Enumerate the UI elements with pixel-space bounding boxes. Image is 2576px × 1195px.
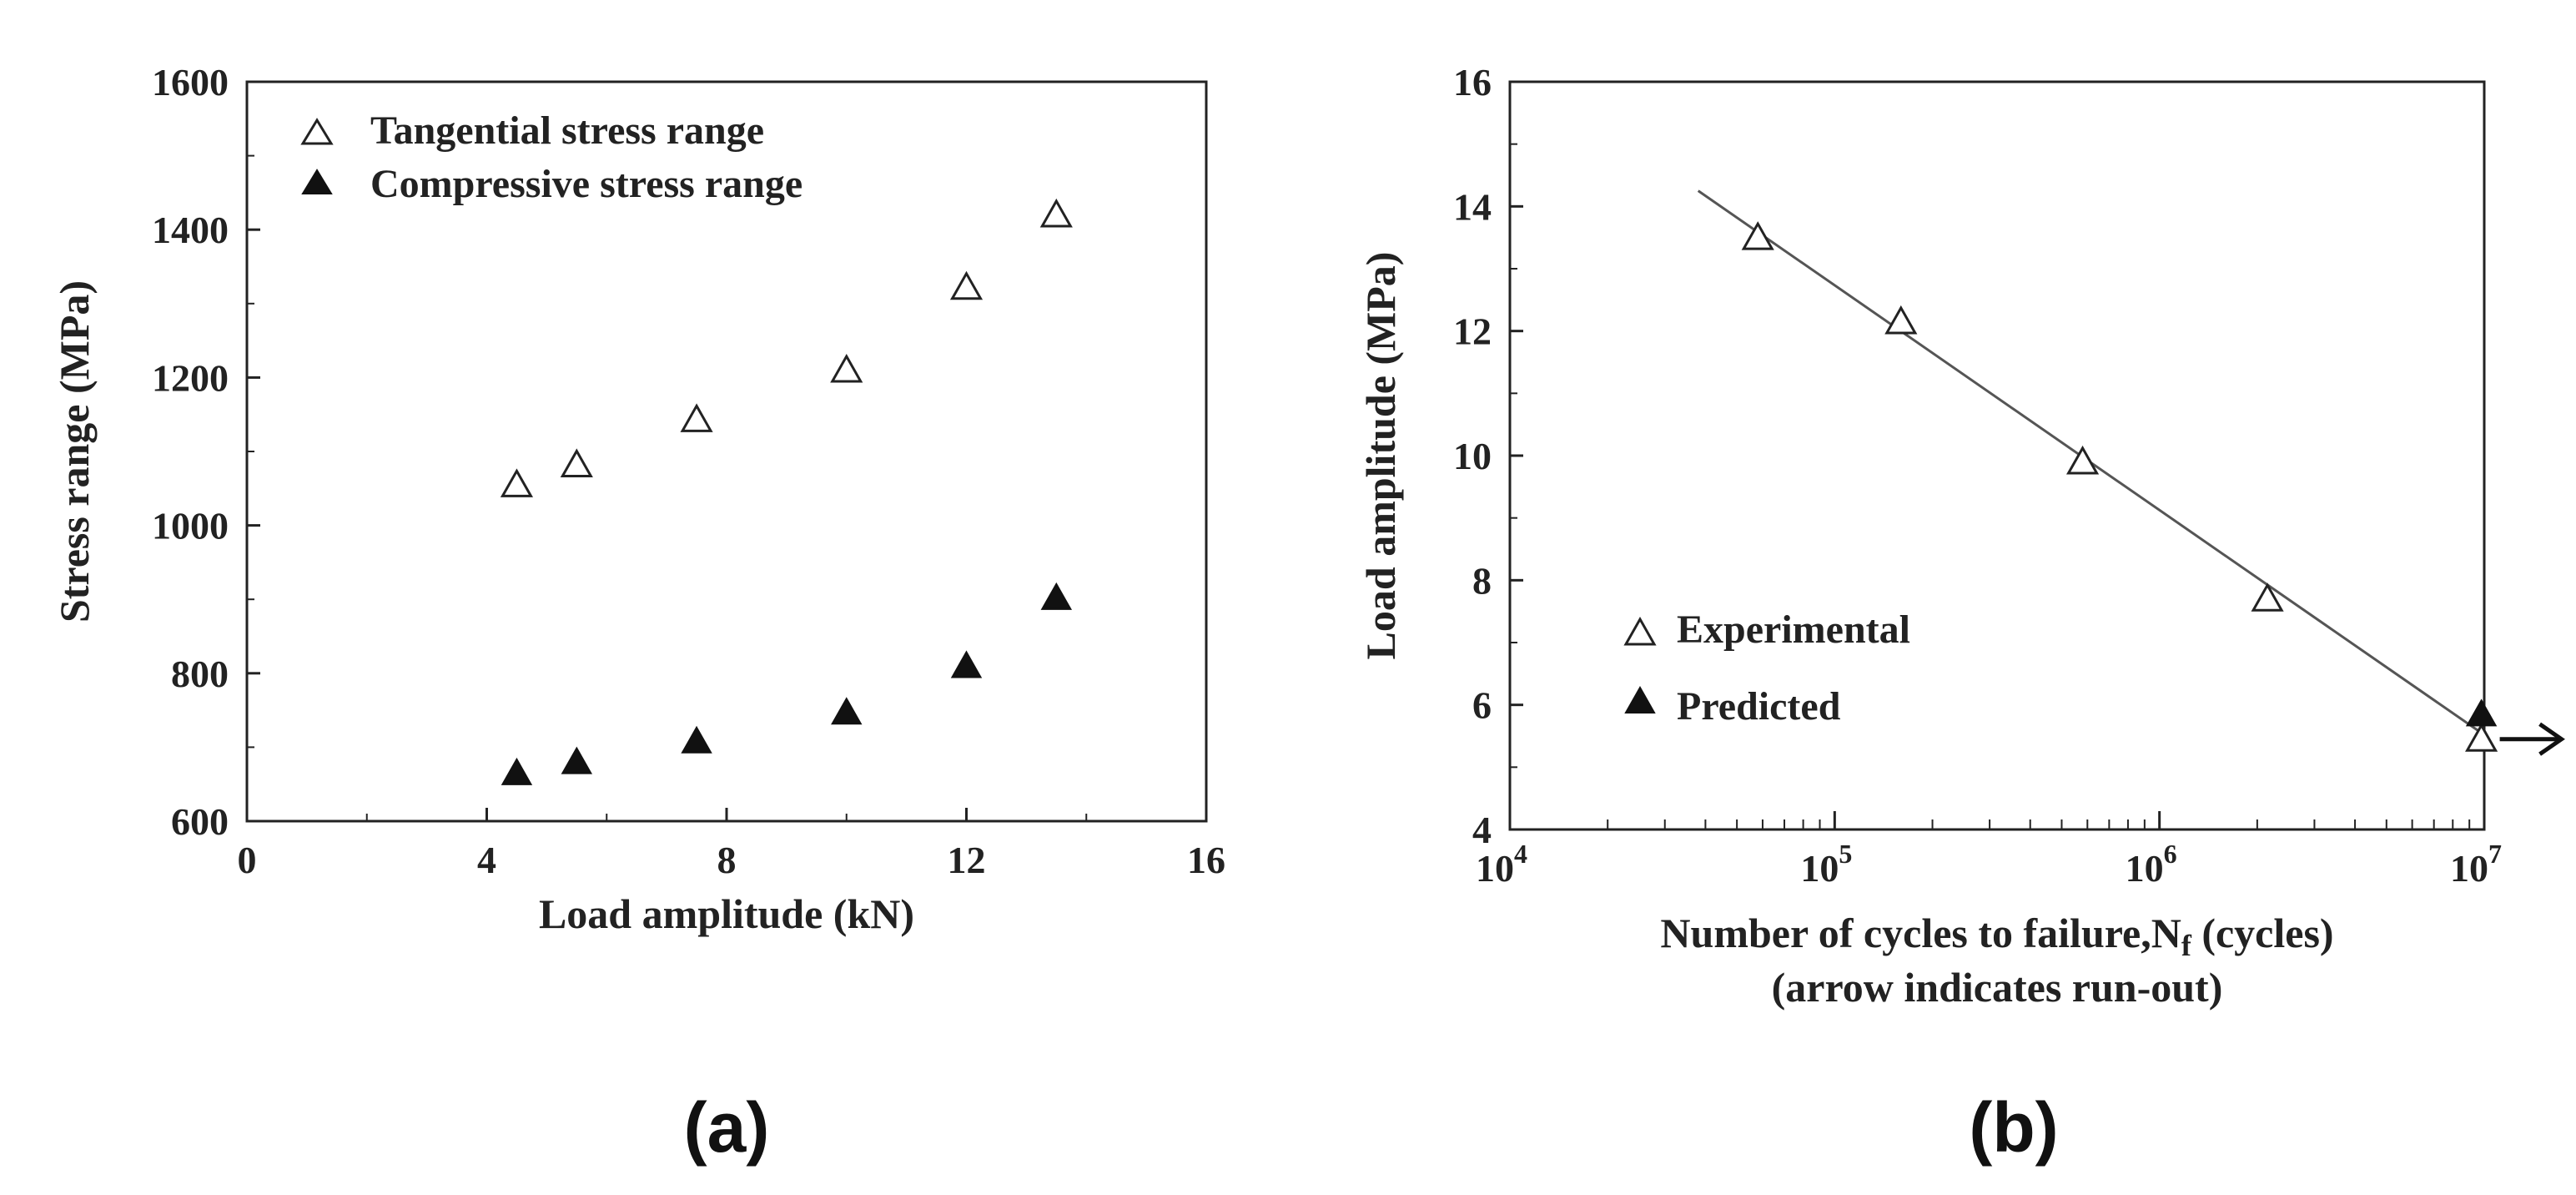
experimental-point	[2465, 723, 2498, 752]
runout-arrow-head	[2538, 722, 2565, 756]
predicted-point	[2465, 698, 2498, 727]
tangential-point	[949, 270, 984, 300]
y-tick-label: 4	[1472, 809, 1492, 851]
x-tick-label: 104	[1476, 839, 1527, 890]
y-tick-label: 1600	[152, 61, 229, 103]
runout-arrow	[2499, 722, 2565, 756]
y-tick-label: 10	[1453, 435, 1492, 477]
panel-b-data-marks	[1741, 221, 2498, 752]
legend-open-triangle-icon	[300, 118, 334, 145]
x-label-main: Number of cycles to failure,N	[1660, 910, 2181, 956]
panel-a: 0 4 8 12 16 600 800 1000 1200 1400 1600 Tangentia…	[51, 61, 1225, 1167]
panel-b: 104 105 106 107 4 6 8 10 12 14 16 Experimental Pr…	[1357, 61, 2565, 1167]
legend-label-compressive: Compressive stress range	[370, 162, 802, 206]
y-tick-label: 1400	[152, 209, 229, 251]
y-tick-label: 1000	[152, 505, 229, 547]
panel-a-x-ticks: 0 4 8 12 16	[238, 808, 1225, 881]
experimental-point	[1741, 221, 1774, 250]
x-label-subscript: f	[2181, 929, 2192, 962]
legend-open-triangle-icon	[1623, 616, 1657, 646]
y-tick-label: 6	[1472, 684, 1492, 727]
panel-b-label: (b)	[1969, 1088, 2058, 1167]
x-tick-label: 106	[2126, 839, 2177, 890]
panel-a-data-marks	[500, 198, 1073, 785]
y-tick-label: 800	[171, 653, 229, 695]
panel-b-y-axis-label: Load amplitude (MPa)	[1357, 252, 1404, 660]
legend-label-tangential: Tangential stress range	[370, 108, 764, 153]
x-tick-label: 107	[2450, 839, 2502, 890]
tangential-point	[830, 353, 863, 383]
panel-b-x-ticks: 104 105 106 107	[1476, 811, 2502, 890]
legend-label-predicted: Predicted	[1677, 684, 1841, 729]
x-tick-label: 4	[477, 839, 496, 881]
x-tick-label: 16	[1187, 839, 1225, 881]
panel-a-x-axis-label: Load amplitude (kN)	[539, 890, 914, 937]
experimental-point	[1884, 305, 1918, 335]
y-tick-label: 8	[1472, 559, 1492, 602]
x-tick-label: 0	[238, 839, 257, 881]
panel-a-label: (a)	[684, 1088, 770, 1167]
compressive-point	[950, 650, 983, 678]
compressive-point	[831, 697, 863, 725]
experimental-point	[2251, 582, 2284, 612]
legend-filled-triangle-icon	[1624, 685, 1656, 713]
compressive-point	[681, 725, 712, 754]
legend-filled-triangle-icon	[301, 169, 333, 194]
tangential-point	[500, 468, 534, 497]
x-tick-label: 8	[717, 839, 737, 881]
panel-a-y-ticks: 600 800 1000 1200 1400 1600	[152, 61, 260, 843]
y-tick-label: 16	[1453, 61, 1492, 103]
panel-b-legend: Experimental Predicted	[1623, 608, 1910, 729]
panel-b-y-ticks: 4 6 8 10 12 14 16	[1453, 61, 1523, 851]
tangential-point	[1039, 198, 1073, 228]
x-tick-label: 105	[1800, 839, 1852, 890]
compressive-point	[1040, 582, 1073, 610]
y-tick-label: 12	[1453, 310, 1492, 353]
panel-a-legend: Tangential stress range Compressive stre…	[300, 108, 802, 206]
x-tick-label: 12	[948, 839, 986, 881]
experimental-point	[2065, 445, 2100, 475]
x-label-tail: (cycles)	[2191, 910, 2334, 956]
panel-b-plot-frame	[1508, 80, 2486, 831]
tangential-point	[680, 403, 713, 432]
panel-b-x-axis-label: Number of cycles to failure,Nf (cycles)	[1660, 910, 2333, 962]
y-tick-label: 14	[1453, 185, 1492, 228]
panel-a-y-axis-label: Stress range (MPa)	[51, 280, 98, 623]
y-tick-label: 1200	[152, 356, 229, 399]
compressive-point	[561, 746, 593, 774]
compressive-point	[501, 757, 533, 785]
panel-b-x-axis-label-line2: (arrow indicates run-out)	[1772, 964, 2223, 1011]
legend-label-experimental: Experimental	[1677, 608, 1910, 652]
tangential-point	[560, 448, 593, 477]
y-tick-label: 600	[171, 800, 229, 843]
